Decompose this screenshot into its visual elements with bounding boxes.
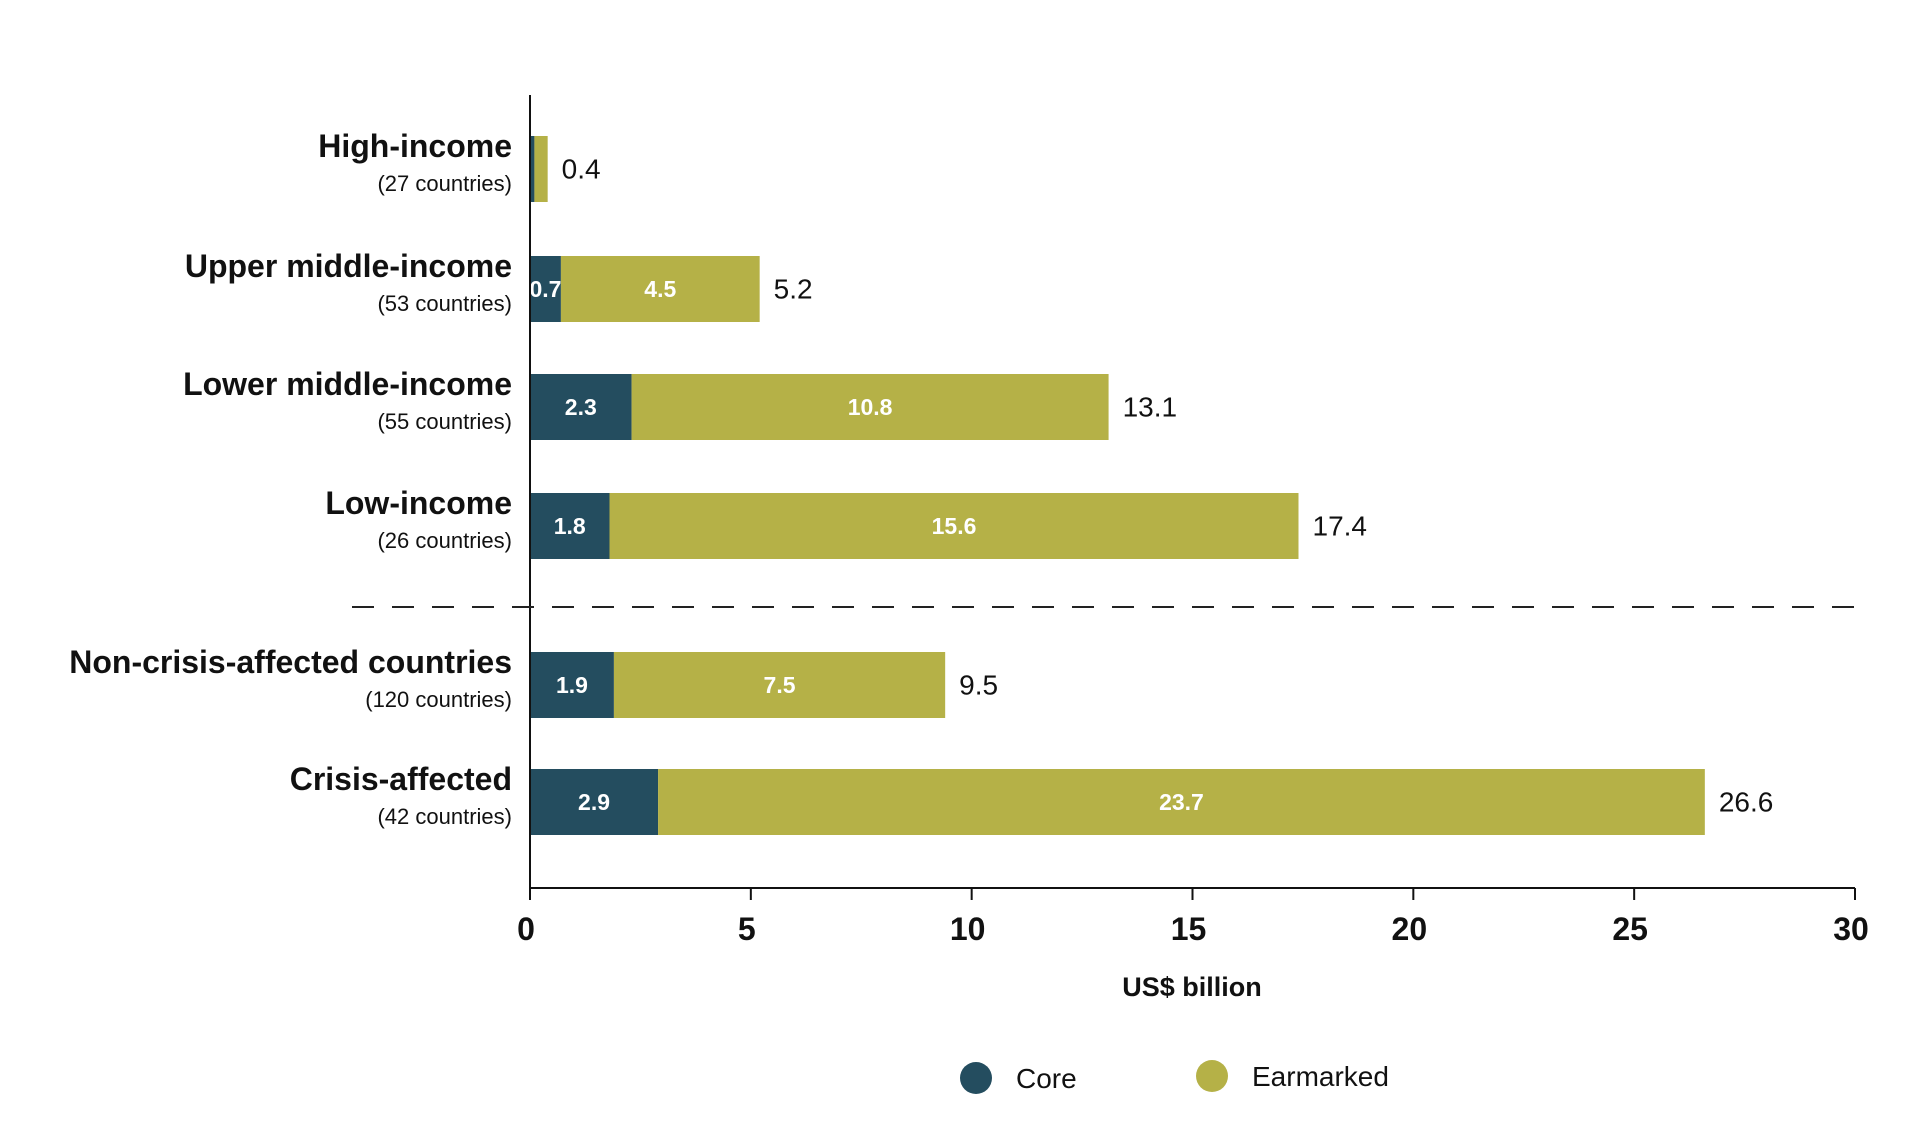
segment-value-label: 0.7: [529, 276, 561, 302]
total-value-label: 26.6: [1719, 786, 1774, 817]
segment-value-label: 7.5: [764, 672, 796, 698]
total-value-label: 9.5: [959, 669, 998, 700]
x-tick-label: 5: [738, 911, 756, 947]
segment-value-label: 1.8: [554, 513, 586, 539]
x-tick-label: 15: [1171, 911, 1207, 947]
category-sublabel: (42 countries): [377, 804, 512, 829]
category-label: High-income: [318, 128, 512, 164]
bar-segment-earmarked: [658, 769, 1705, 835]
bar-segment-core: [530, 256, 561, 322]
bar-segment-earmarked: [534, 136, 548, 202]
total-value-label: 17.4: [1313, 510, 1368, 541]
category-sublabel: (55 countries): [377, 409, 512, 434]
legend: Core Earmarked: [960, 1060, 1389, 1094]
x-tick-label: 10: [950, 911, 986, 947]
x-axis: US$ billion 0 5 10 15 20 25 30: [517, 95, 1869, 1002]
bar-segment-core: [530, 136, 535, 202]
bar-segment-earmarked: [560, 256, 760, 322]
bars-layer: [530, 136, 1705, 835]
x-axis-title: US$ billion: [1122, 972, 1262, 1002]
bar-segment-earmarked: [631, 374, 1109, 440]
category-label: Crisis-affected: [290, 761, 512, 797]
bar-segment-earmarked: [613, 652, 946, 718]
legend-swatch-core: [960, 1062, 992, 1094]
category-sublabel: (27 countries): [377, 171, 512, 196]
total-value-label: 5.2: [774, 273, 813, 304]
segment-value-label: 10.8: [848, 394, 893, 420]
bar-segment-core: [530, 769, 659, 835]
labels-layer: High-income (27 countries) 0.4 Upper middle…: [69, 128, 1773, 829]
legend-label-earmarked: Earmarked: [1252, 1061, 1389, 1092]
total-value-label: 0.4: [562, 153, 601, 184]
x-tick-label: 25: [1612, 911, 1648, 947]
total-value-label: 13.1: [1123, 391, 1178, 422]
segment-value-label: 2.3: [565, 394, 597, 420]
x-tick-label: 30: [1833, 911, 1869, 947]
segment-value-label: 2.9: [578, 789, 610, 815]
x-tick-label: 0: [517, 911, 535, 947]
category-label: Lower middle-income: [183, 366, 512, 402]
x-tick-label: 20: [1392, 911, 1428, 947]
segment-value-label: 23.7: [1159, 789, 1204, 815]
category-label: Non-crisis-affected countries: [69, 644, 512, 680]
category-label: Upper middle-income: [185, 248, 512, 284]
legend-label-core: Core: [1016, 1063, 1077, 1094]
category-sublabel: (120 countries): [365, 687, 512, 712]
category-label: Low-income: [325, 485, 512, 521]
category-sublabel: (53 countries): [377, 291, 512, 316]
segment-value-label: 4.5: [644, 276, 676, 302]
segment-value-label: 15.6: [932, 513, 977, 539]
segment-value-label: 1.9: [556, 672, 588, 698]
bar-segment-core: [530, 493, 610, 559]
bar-segment-core: [530, 652, 614, 718]
legend-swatch-earmarked: [1196, 1060, 1228, 1092]
bar-segment-core: [530, 374, 632, 440]
category-sublabel: (26 countries): [377, 528, 512, 553]
bar-segment-earmarked: [609, 493, 1299, 559]
